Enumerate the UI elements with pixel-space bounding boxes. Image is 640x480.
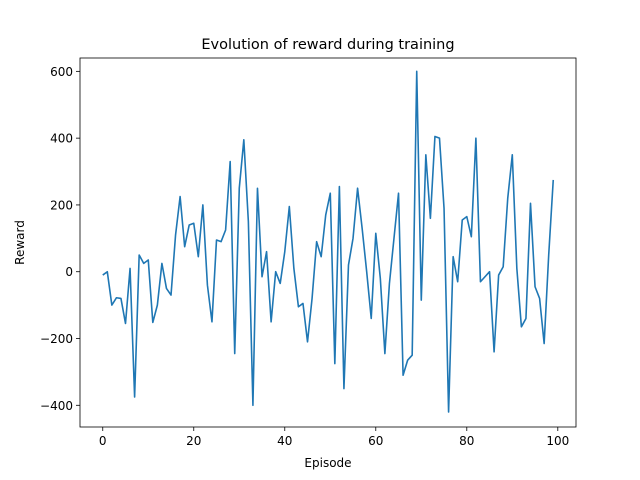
- y-tick-label: −400: [40, 399, 73, 413]
- plot-background: [80, 58, 576, 427]
- x-axis-label: Episode: [304, 456, 351, 470]
- series-line: [102, 70, 555, 413]
- x-tick-label: 20: [186, 434, 201, 448]
- chart-title: Evolution of reward during training: [201, 37, 454, 53]
- y-tick-label: 0: [65, 265, 73, 279]
- plot-frame: [79, 57, 577, 428]
- y-tick-label: 400: [50, 132, 73, 146]
- x-tick-label: 40: [277, 434, 292, 448]
- x-tick-label: 80: [459, 434, 474, 448]
- y-tick-label: −200: [40, 332, 73, 346]
- y-tick-label: 200: [50, 198, 73, 212]
- y-tick-label: 600: [50, 65, 73, 79]
- tick-labels: 0 20 40 60 80 100 −400 −200 0 200 400 600: [40, 65, 569, 448]
- y-axis-label: Reward: [13, 220, 27, 265]
- x-tick-label: 0: [99, 434, 107, 448]
- tick-marks: [76, 70, 559, 431]
- x-tick-label: 100: [546, 434, 569, 448]
- x-tick-label: 60: [368, 434, 383, 448]
